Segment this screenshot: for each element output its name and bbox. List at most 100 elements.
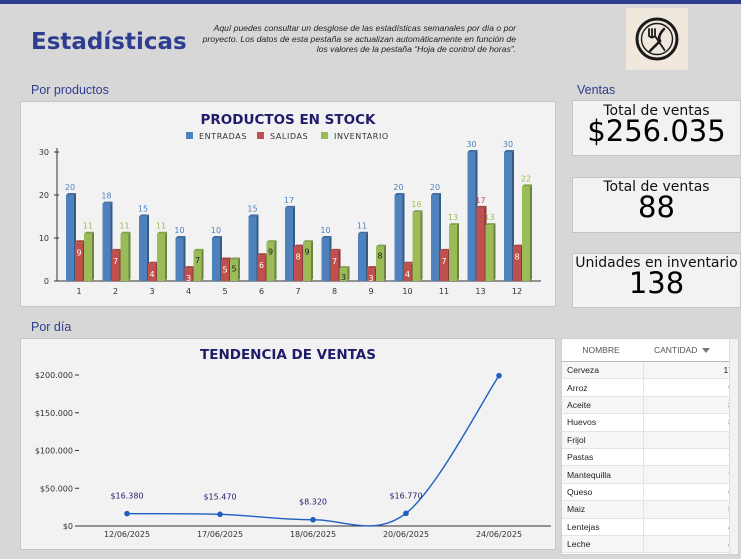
bar-salidas <box>330 250 339 281</box>
bar-entradas <box>394 195 403 281</box>
bar-inventario <box>157 233 165 281</box>
restaurant-logo <box>626 8 688 70</box>
bar-salidas <box>367 268 375 281</box>
product-name-cell: Arroz <box>567 382 588 393</box>
bar-top <box>212 236 222 238</box>
bar-inventario <box>84 233 92 281</box>
product-name-cell: Lentejas <box>567 521 600 532</box>
table-header: NOMBRE CANTIDAD <box>562 339 738 362</box>
bar-value-label: 15 <box>247 205 257 214</box>
x-tick-label: 1 <box>76 287 81 296</box>
product-name-cell: Maiz <box>567 504 586 515</box>
x-tick-label: 20/06/2025 <box>383 530 429 539</box>
bar-entradas <box>431 195 439 281</box>
bar-salidas <box>257 255 266 281</box>
bar-value-label: 10 <box>320 226 330 235</box>
bar-entradas <box>358 233 366 281</box>
data-point-label: $8.320 <box>299 498 327 507</box>
column-header-nombre[interactable]: NOMBRE <box>582 345 620 355</box>
bar-value-label: 9 <box>268 247 273 256</box>
bar-top <box>330 248 341 251</box>
product-name-cell: Pastas <box>567 452 594 463</box>
bar-inventario <box>230 259 238 281</box>
x-tick-label: 3 <box>149 287 154 296</box>
x-tick-label: 13 <box>475 287 485 296</box>
bar-top <box>522 184 532 187</box>
bar-value-label: 9 <box>76 248 81 257</box>
x-tick-label: 6 <box>259 287 264 296</box>
bar-value-label: 5 <box>231 265 236 274</box>
bar-top <box>449 223 459 226</box>
bar-side <box>347 266 350 281</box>
bar-value-label: 30 <box>503 140 513 149</box>
bar-value-label: 11 <box>357 222 367 231</box>
bar-top <box>285 205 295 208</box>
bar-value-label: 13 <box>448 213 458 222</box>
table-row[interactable]: Cerveza 17 <box>562 362 738 380</box>
product-qty-cell: 4 <box>643 535 733 553</box>
y-tick-label: $0 <box>63 522 73 531</box>
bar-top <box>102 201 113 204</box>
bar-side <box>384 244 386 281</box>
kpi-label: Total de ventas <box>603 103 710 119</box>
legend-label: SALIDAS <box>270 132 308 141</box>
sort-desc-icon[interactable] <box>701 346 711 354</box>
table-scrollbar[interactable] <box>729 339 738 554</box>
bar-side <box>493 223 496 281</box>
table-row[interactable]: Arroz 9 <box>562 379 738 397</box>
bar-top <box>485 223 496 226</box>
table-row[interactable]: Pastas 7 <box>562 448 738 467</box>
column-header-cantidad[interactable]: CANTIDAD <box>640 339 728 361</box>
bar-value-label: 8 <box>514 253 519 262</box>
product-name-cell: Aceite <box>567 399 591 410</box>
table-row[interactable]: Leche 4 <box>562 535 738 554</box>
x-tick-label: 4 <box>186 287 191 296</box>
x-tick-label: 12 <box>512 287 522 296</box>
bar-top <box>294 244 304 247</box>
bar-value-label: 22 <box>521 174 531 183</box>
stock-chart-panel: PRODUCTOS EN STOCK ENTRADAS SALIDAS INVENTA… <box>20 101 556 307</box>
bar-salidas <box>111 250 120 281</box>
bar-value-label: 10 <box>211 226 221 235</box>
top-accent-bar <box>0 0 741 4</box>
y-tick-label: 20 <box>39 191 49 200</box>
table-row[interactable]: Aceite 8 <box>562 396 738 415</box>
kpi-value: 88 <box>638 190 675 224</box>
bar-value-label: 8 <box>295 253 300 262</box>
x-tick-label: 17/06/2025 <box>197 530 243 539</box>
table-row[interactable]: Lentejas 4 <box>562 518 738 536</box>
bar-top <box>358 231 368 234</box>
bar-salidas <box>476 207 485 281</box>
bar-value-label: 8 <box>377 252 382 261</box>
bar-side <box>92 231 94 281</box>
bar-top <box>504 150 514 152</box>
y-tick-label: $150.000 <box>35 409 73 418</box>
table-row[interactable]: Maiz 5 <box>562 501 738 519</box>
fork-knife-icon <box>635 17 679 61</box>
x-tick-label: 11 <box>439 287 449 296</box>
bar-entradas <box>285 207 293 281</box>
kpi-card-inventario: Unidades en inventario 138 <box>572 253 741 308</box>
column-header-cantidad-label: CANTIDAD <box>654 345 698 355</box>
bar-top <box>403 261 414 264</box>
table-row[interactable]: Mantequilla 7 <box>562 466 738 484</box>
data-point-label: $15.470 <box>203 492 236 501</box>
data-point <box>124 510 130 517</box>
bar-inventario <box>412 212 421 281</box>
legend-label: ENTRADAS <box>199 132 247 141</box>
bar-top <box>75 240 85 243</box>
bar-top <box>120 231 131 234</box>
table-row[interactable]: Queso 6 <box>562 483 738 502</box>
product-name-cell: Frijol <box>567 434 586 445</box>
bar-top <box>111 248 122 251</box>
table-row[interactable]: Alberjas3 <box>562 553 738 554</box>
table-row[interactable]: Frijol 7 <box>562 431 738 449</box>
bar-value-label: 18 <box>101 192 111 201</box>
stock-bar-chart: PRODUCTOS EN STOCK ENTRADAS SALIDAS INVENTA… <box>39 112 541 296</box>
data-point-label: $16.380 <box>110 492 143 501</box>
bar-value-label: 3 <box>368 274 373 283</box>
kpi-card-total-ventas-count: Total de ventas 88 <box>572 177 741 233</box>
table-row[interactable]: Huevos 8 <box>562 414 738 432</box>
bar-entradas <box>66 195 74 281</box>
section-label-ventas: Ventas <box>577 83 616 97</box>
